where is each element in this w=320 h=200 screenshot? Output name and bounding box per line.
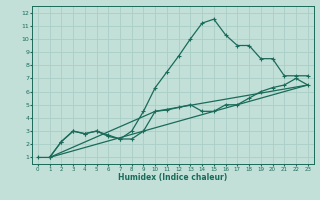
X-axis label: Humidex (Indice chaleur): Humidex (Indice chaleur) (118, 173, 228, 182)
